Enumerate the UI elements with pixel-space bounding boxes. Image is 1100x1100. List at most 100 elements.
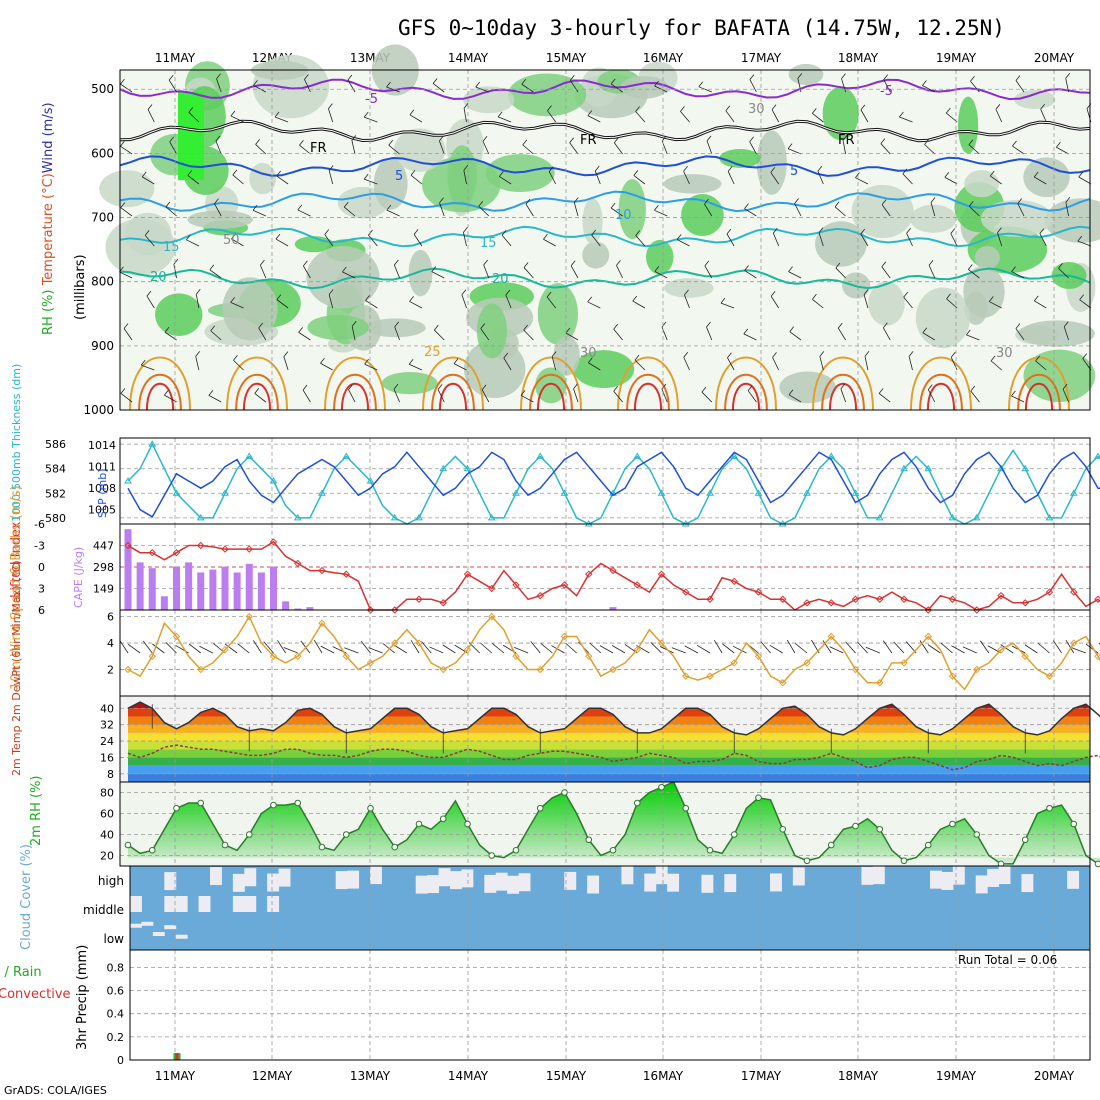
wind-barb-flag xyxy=(186,234,191,241)
cloud-cell-high xyxy=(564,871,577,890)
cape-bar xyxy=(294,608,302,610)
wind-barb-flag xyxy=(188,107,194,113)
surface-wind-barb xyxy=(165,642,177,654)
rh-blob xyxy=(373,158,408,210)
wind-barb-flag xyxy=(569,75,575,81)
surface-wind-barb xyxy=(429,646,444,654)
wind-barb-flag xyxy=(634,354,640,361)
surface-isotherm-loop xyxy=(145,382,175,411)
wind-speed-marker xyxy=(221,645,229,654)
cloud-ylabel: Cloud Cover (%) xyxy=(19,844,34,950)
wind-barb-flag xyxy=(683,351,689,358)
thickness-slp-panel: 586 584 582 580 1014 1011 1008 1005 xyxy=(45,437,1100,527)
wind-barb-flag xyxy=(409,109,415,116)
rh-marker xyxy=(536,804,544,812)
wind-barb xyxy=(523,329,534,341)
rh-marker xyxy=(730,831,738,838)
wind-speed-marker xyxy=(463,645,472,654)
wind-barb-flag xyxy=(208,390,214,396)
wind-barb-flag xyxy=(253,80,258,86)
thickness-marker xyxy=(196,513,205,521)
cape-bar xyxy=(209,569,217,610)
wind-barb-flag xyxy=(860,104,866,111)
rh-marker xyxy=(148,846,156,854)
wind-barb-flag xyxy=(835,262,841,269)
wind-barb xyxy=(902,173,913,185)
wind-barb xyxy=(1017,203,1025,217)
top-date-label: 19MAY xyxy=(936,51,977,65)
wind-barb xyxy=(818,232,824,247)
wind-barb xyxy=(393,389,400,403)
wind-barb xyxy=(587,115,601,123)
wind-speed-marker xyxy=(657,639,666,647)
thickness-tick-label: 586 xyxy=(45,438,66,451)
wind-barb xyxy=(347,79,356,93)
lifted-index-marker xyxy=(1094,595,1100,603)
rh-ylabel: 2m RH (%) xyxy=(29,775,44,846)
wind-barb xyxy=(704,265,713,279)
wind-barb xyxy=(551,356,557,371)
wind-speed-marker xyxy=(997,645,1005,654)
surface-wind-barb xyxy=(410,640,420,654)
wind-barb-flag xyxy=(770,290,776,297)
wind-barb xyxy=(1065,202,1069,217)
pressure-tick-label: 800 xyxy=(91,275,114,289)
top-date-label: 11MAY xyxy=(155,51,196,65)
wind-barb-flag xyxy=(747,385,753,391)
wind-barb xyxy=(613,142,623,155)
wind-barb-flag xyxy=(968,201,974,207)
wind-barb-flag xyxy=(1033,295,1039,302)
wind-barb xyxy=(409,301,423,309)
wind-barb xyxy=(749,79,757,93)
lifted-index-marker xyxy=(124,541,132,550)
wind-barb-flag xyxy=(654,80,659,87)
surface-wind-barb xyxy=(671,647,686,654)
rh-marker xyxy=(464,820,471,828)
wind-barb-flag xyxy=(1079,294,1084,300)
wind-barb xyxy=(1063,326,1069,341)
cape-bar xyxy=(197,572,205,610)
cloud-cell-middle xyxy=(164,896,177,912)
wind-speed-marker xyxy=(1094,652,1100,661)
wind-barb xyxy=(394,326,400,341)
run-total: Run Total = 0.06 xyxy=(958,953,1057,967)
lifted-index-marker xyxy=(342,570,350,578)
cape-bar xyxy=(136,562,144,610)
wind-speed-marker xyxy=(439,665,447,674)
wind-barb-flag xyxy=(927,384,933,390)
temp-band xyxy=(128,732,1090,742)
surface-wind-barb xyxy=(696,644,711,654)
rh-tick-label: 60 xyxy=(100,808,114,821)
wind-barb xyxy=(841,78,846,93)
surface-isotherm-loop xyxy=(324,356,386,411)
rh-marker xyxy=(609,846,617,854)
wind-barb xyxy=(990,175,1002,185)
wind-barb xyxy=(283,356,289,371)
wind-barb xyxy=(837,327,846,341)
cloud-cell-high xyxy=(1021,874,1034,893)
wind-barb xyxy=(922,332,936,341)
wind-tick-label: 6 xyxy=(107,611,114,624)
wind-barb-flag xyxy=(967,264,973,270)
surface-wind-barb xyxy=(313,639,323,654)
cloud-cell-low xyxy=(164,925,177,930)
thickness-marker xyxy=(366,477,375,484)
isotherm-label: 10 xyxy=(615,208,632,223)
cape-tick-label: 298 xyxy=(93,561,114,574)
surface-wind-barb xyxy=(829,646,844,654)
cape-bar xyxy=(185,562,193,610)
wind-barb xyxy=(744,208,757,217)
rh-marker xyxy=(633,799,641,807)
surface-wind-barb xyxy=(865,646,880,654)
rh-marker xyxy=(827,841,835,849)
wind-barb-flag xyxy=(505,289,511,296)
wind-barb xyxy=(743,333,757,341)
cloud-cell-high xyxy=(370,866,382,885)
wind-barb xyxy=(214,203,222,217)
rh-marker xyxy=(924,841,932,849)
wind-barb-flag xyxy=(254,388,260,394)
wind-barb xyxy=(434,329,445,341)
wind-barb-flag xyxy=(1040,103,1045,110)
wind-barb-flag xyxy=(431,266,437,272)
wind-speed-marker xyxy=(148,652,156,661)
